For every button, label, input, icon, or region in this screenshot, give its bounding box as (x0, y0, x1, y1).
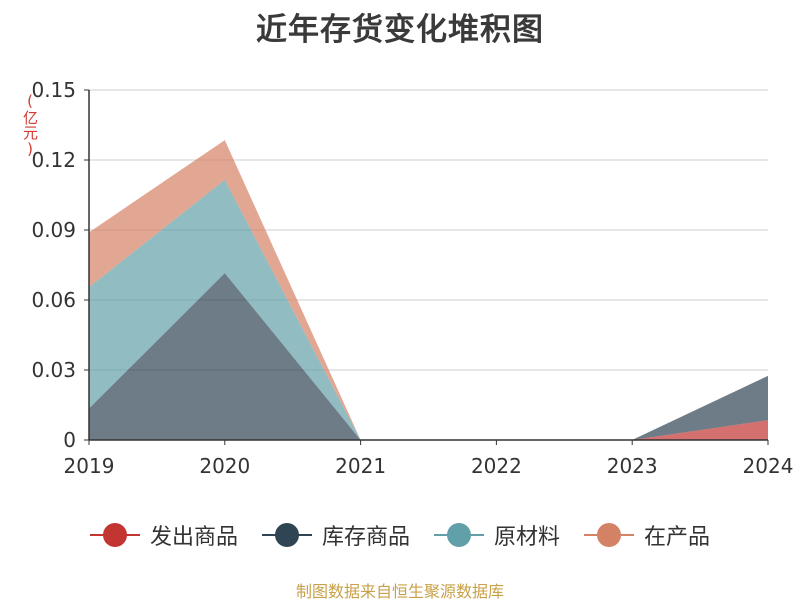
legend-symbol (261, 522, 312, 548)
legend-symbol (434, 522, 484, 548)
data-source-note: 制图数据来自恒生聚源数据库 (295, 582, 504, 600)
chart-title: 近年存货变化堆积图 (256, 12, 544, 48)
x-tick-label: 2021 (335, 454, 386, 478)
legend-item[interactable]: 在产品 (584, 519, 710, 551)
legend-label: 库存商品 (321, 525, 410, 550)
y-axis-unit-label: (亿元) (21, 92, 39, 158)
legend-symbol (584, 522, 635, 548)
area-series (89, 273, 768, 440)
area-series-group (89, 140, 768, 441)
axes-group: 0 0.03 0.06 0.09 0.12 0.15 2019 2020 2021 2022 202… (31, 78, 793, 478)
y-tick-label: 0 (63, 428, 76, 452)
chart-legend: 发出商品 库存商品 原材料 在产品 (0, 518, 800, 552)
area-series (89, 140, 768, 441)
x-tick-label: 2024 (743, 454, 794, 478)
area-series (89, 420, 768, 440)
legend-label: 在产品 (644, 525, 711, 550)
y-tick-label: 0.12 (31, 148, 76, 172)
y-tick-label: 0.06 (31, 288, 76, 312)
y-tick-label: 0.09 (31, 218, 76, 242)
legend-item[interactable]: 发出商品 (89, 519, 238, 551)
legend-label: 原材料 (494, 525, 561, 550)
legend-item[interactable]: 库存商品 (261, 519, 410, 551)
legend-dot (102, 523, 127, 547)
y-tick-label: 0.15 (31, 78, 76, 102)
legend-dot (447, 523, 471, 547)
legend-item[interactable]: 原材料 (434, 519, 560, 551)
legend-dot (274, 523, 299, 547)
legend-symbol (89, 522, 140, 548)
x-tick-label: 2020 (199, 454, 250, 478)
legend-label: 发出商品 (149, 525, 238, 550)
x-tick-label: 2019 (64, 454, 115, 478)
legend-dot (597, 523, 622, 547)
x-tick-label: 2023 (607, 454, 658, 478)
x-tick-label: 2022 (471, 454, 522, 478)
y-tick-label: 0.03 (31, 358, 76, 382)
